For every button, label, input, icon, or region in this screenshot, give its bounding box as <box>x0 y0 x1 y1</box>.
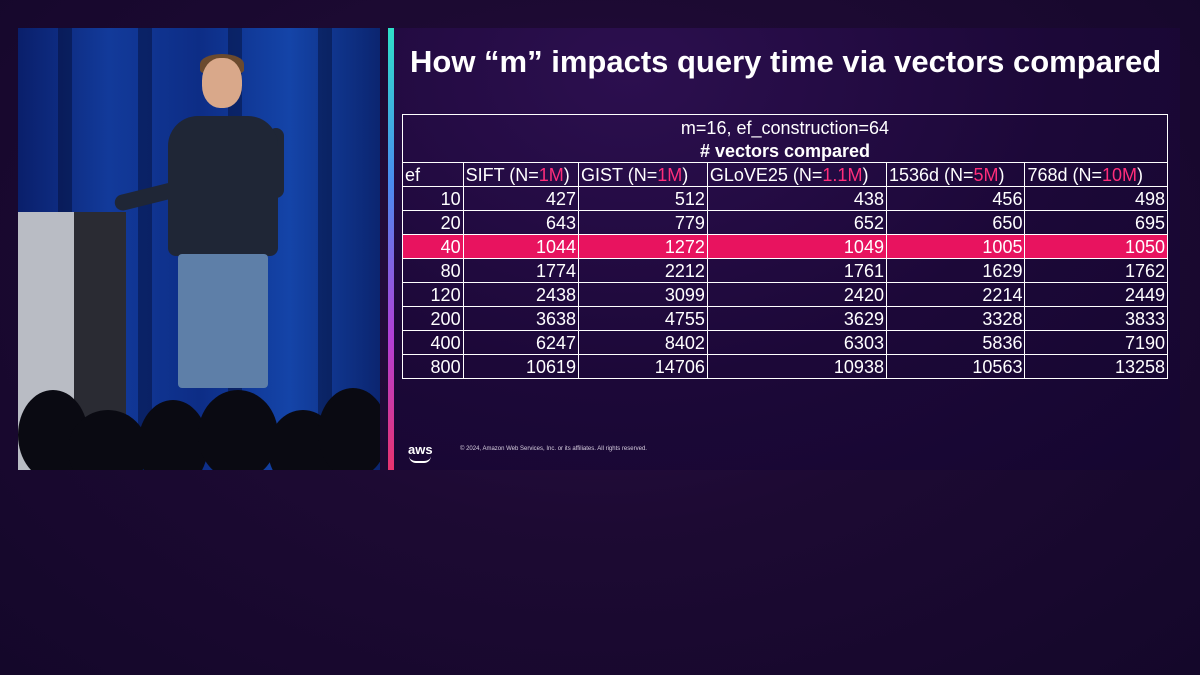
ef-cell: 120 <box>402 282 464 307</box>
value-cell: 652 <box>706 210 887 235</box>
value-cell: 1005 <box>885 234 1026 259</box>
table-row: 200 3638 4755 3629 3328 3833 <box>402 306 1168 331</box>
value-cell: 13258 <box>1024 354 1168 379</box>
value-cell: 3833 <box>1024 306 1168 331</box>
value-cell: 650 <box>885 210 1026 235</box>
column-header: ef <box>402 162 464 187</box>
value-cell: 14706 <box>578 354 708 379</box>
column-header: GIST (N=1M) <box>578 162 708 187</box>
accent-bar <box>388 28 394 470</box>
value-cell: 1774 <box>462 258 580 283</box>
value-cell: 779 <box>578 210 708 235</box>
ef-cell: 80 <box>402 258 464 283</box>
ef-cell: 400 <box>402 330 464 355</box>
value-cell: 1049 <box>706 234 887 259</box>
table-caption-params: m=16, ef_construction=64 <box>402 114 1168 139</box>
value-cell: 8402 <box>578 330 708 355</box>
value-cell: 2214 <box>885 282 1026 307</box>
value-cell: 1044 <box>462 234 580 259</box>
table-row: 20 643 779 652 650 695 <box>402 210 1168 235</box>
value-cell: 1629 <box>885 258 1026 283</box>
value-cell: 498 <box>1024 186 1168 211</box>
table-caption-metric: # vectors compared <box>402 139 1168 163</box>
column-header: 1536d (N=5M) <box>885 162 1026 187</box>
aws-smile-icon <box>409 456 431 463</box>
ef-cell: 10 <box>402 186 464 211</box>
value-cell: 3099 <box>578 282 708 307</box>
value-cell: 3328 <box>885 306 1026 331</box>
audience <box>18 380 380 470</box>
table-header-row: ef SIFT (N=1M) GIST (N=1M) GLoVE25 (N=1.1M)… <box>402 162 1168 187</box>
copyright-notice: © 2024, Amazon Web Services, Inc. or its… <box>460 446 647 452</box>
value-cell: 2212 <box>578 258 708 283</box>
value-cell: 456 <box>885 186 1026 211</box>
value-cell: 3629 <box>706 306 887 331</box>
table-row: 400 6247 8402 6303 5836 7190 <box>402 330 1168 355</box>
value-cell: 643 <box>462 210 580 235</box>
value-cell: 1762 <box>1024 258 1168 283</box>
slide-title: How “m” impacts query time via vectors c… <box>410 44 1162 79</box>
value-cell: 2438 <box>462 282 580 307</box>
table-row: 800 10619 14706 10938 10563 13258 <box>402 354 1168 379</box>
value-cell: 1761 <box>706 258 887 283</box>
value-cell: 7190 <box>1024 330 1168 355</box>
value-cell: 4755 <box>578 306 708 331</box>
aws-logo: aws <box>408 442 433 457</box>
value-cell: 6303 <box>706 330 887 355</box>
speaker-video <box>18 28 380 470</box>
value-cell: 2420 <box>706 282 887 307</box>
column-header: 768d (N=10M) <box>1024 162 1168 187</box>
value-cell: 2449 <box>1024 282 1168 307</box>
ef-cell: 800 <box>402 354 464 379</box>
column-header: GLoVE25 (N=1.1M) <box>706 162 887 187</box>
value-cell: 10938 <box>706 354 887 379</box>
table-row: 80 1774 2212 1761 1629 1762 <box>402 258 1168 283</box>
value-cell: 3638 <box>462 306 580 331</box>
table-row-highlighted: 40 1044 1272 1049 1005 1050 <box>402 234 1168 259</box>
ef-cell: 40 <box>402 234 464 259</box>
value-cell: 1050 <box>1024 234 1168 259</box>
value-cell: 512 <box>578 186 708 211</box>
value-cell: 6247 <box>462 330 580 355</box>
speaker <box>168 116 278 256</box>
table-row: 10 427 512 438 456 498 <box>402 186 1168 211</box>
value-cell: 438 <box>706 186 887 211</box>
value-cell: 5836 <box>885 330 1026 355</box>
value-cell: 427 <box>462 186 580 211</box>
presentation-slide: How “m” impacts query time via vectors c… <box>394 28 1180 470</box>
ef-cell: 200 <box>402 306 464 331</box>
ef-cell: 20 <box>402 210 464 235</box>
value-cell: 695 <box>1024 210 1168 235</box>
table-row: 120 2438 3099 2420 2214 2449 <box>402 282 1168 307</box>
value-cell: 10563 <box>885 354 1026 379</box>
column-header: SIFT (N=1M) <box>462 162 580 187</box>
value-cell: 10619 <box>462 354 580 379</box>
value-cell: 1272 <box>578 234 708 259</box>
vectors-compared-table: m=16, ef_construction=64 # vectors compa… <box>402 114 1168 379</box>
